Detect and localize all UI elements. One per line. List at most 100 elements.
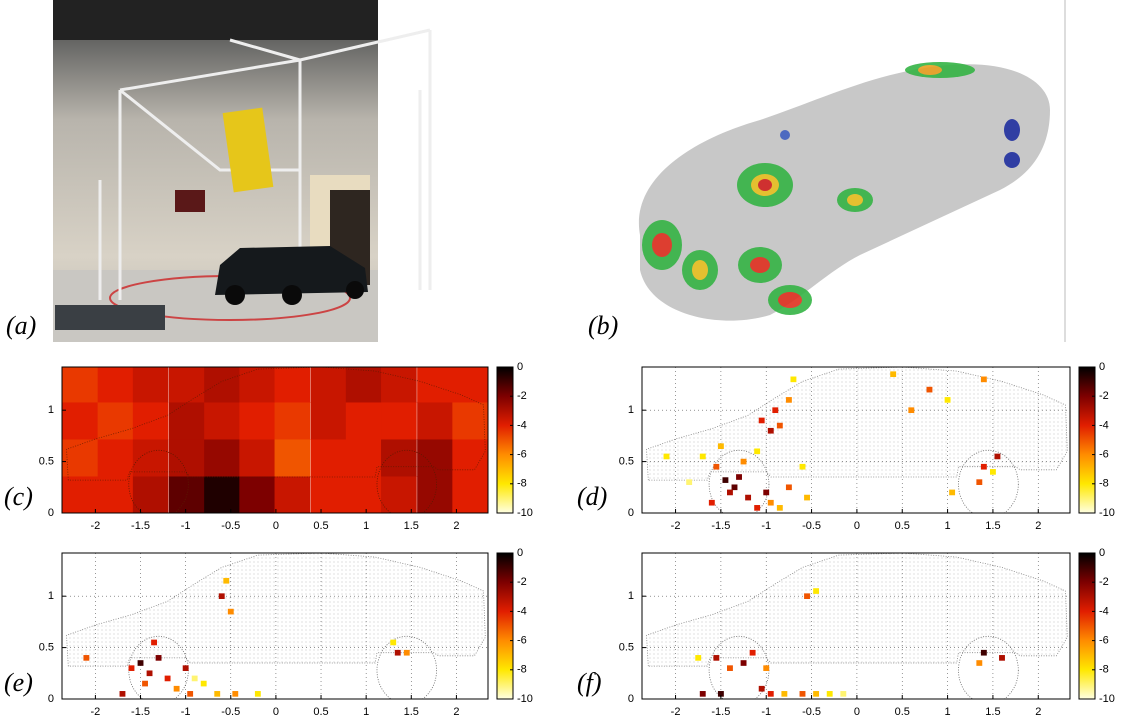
- heatmap-cell: [97, 401, 134, 440]
- source-cell: [745, 494, 752, 501]
- heatmap-cell: [381, 367, 417, 403]
- axes-frame: [641, 552, 1071, 700]
- x-tick-label: 2: [453, 706, 459, 718]
- source-cell: [926, 386, 933, 393]
- panel-label: (f): [577, 668, 602, 697]
- y-tick-label: 0.5: [39, 641, 54, 653]
- x-tick-label: 1.5: [404, 706, 419, 718]
- source-cell: [767, 499, 774, 506]
- x-tick-label: -0.5: [802, 706, 821, 718]
- source-cell: [717, 691, 724, 697]
- x-tick-label: -1: [761, 706, 771, 718]
- source-cell: [980, 376, 987, 383]
- source-cell: [394, 649, 401, 656]
- colorbar-tick-label: -10: [1099, 507, 1115, 519]
- heatmap-cell: [381, 438, 417, 477]
- y-tick-label: 0: [628, 507, 634, 519]
- surface-map: [638, 62, 1050, 321]
- source-cell: [813, 691, 820, 697]
- source-cell: [804, 494, 810, 501]
- chart: -2 -1.5 -1 -0.5 0 0.5 1 1.5 2 0 0.5 1 0 -2 -4 -6 -8 -10 (d…: [577, 361, 1115, 532]
- heatmap-cell: [204, 401, 240, 440]
- source-cell: [717, 443, 724, 449]
- wheel-outline: [958, 635, 1019, 699]
- source-cell: [137, 660, 144, 666]
- plot-area: [62, 553, 488, 699]
- heatmap-cell: [132, 367, 169, 403]
- x-tick-label: -1: [181, 520, 191, 532]
- axes-frame: [61, 366, 489, 514]
- heatmap-cell: [97, 475, 134, 513]
- source-cell: [200, 680, 207, 687]
- colorbar-tick-label: -10: [517, 693, 533, 705]
- photo: [53, 0, 432, 342]
- colorbar: [1078, 366, 1096, 514]
- heatmap-cell: [274, 438, 311, 477]
- heatmap-cell: [417, 401, 453, 440]
- colorbar-tick-label: -8: [517, 664, 527, 676]
- x-tick-label: -2: [91, 520, 101, 532]
- source-cell: [740, 660, 747, 666]
- colorbar-tick-label: -4: [517, 419, 527, 431]
- colorbar-tick-label: -2: [1099, 390, 1109, 402]
- source-cell: [799, 463, 806, 470]
- source-cell: [182, 665, 189, 671]
- heatmap-cell: [62, 438, 99, 477]
- source-cell: [799, 691, 806, 697]
- x-tick-label: 2: [1035, 520, 1041, 532]
- source-cell: [713, 463, 720, 470]
- x-tick-label: -0.5: [221, 706, 240, 718]
- source-cell: [146, 670, 153, 677]
- x-tick-label: -1.5: [711, 520, 730, 532]
- x-tick-label: -2: [671, 520, 681, 532]
- source-cell: [214, 691, 221, 697]
- source-cell: [944, 397, 951, 403]
- heatmap-cell: [452, 401, 488, 440]
- heatmap-cell: [168, 367, 205, 403]
- x-tick-label: -2: [671, 706, 681, 718]
- heatmap-cell: [381, 401, 417, 440]
- colorbar-tick-label: -8: [1099, 664, 1109, 676]
- source-cell: [232, 691, 239, 697]
- y-tick-label: 0.5: [619, 641, 634, 653]
- plot-area: [642, 553, 1070, 699]
- heatmap-cell: [132, 475, 169, 513]
- source-cell: [713, 655, 720, 661]
- colorbar-tick-label: -6: [1099, 449, 1109, 461]
- source-cell: [164, 675, 171, 682]
- source-cell: [173, 685, 180, 692]
- y-tick-label: 0: [48, 693, 54, 705]
- x-tick-label: 0.5: [313, 520, 328, 532]
- source-cell: [767, 691, 774, 697]
- colorbar-tick-label: -6: [1099, 635, 1109, 647]
- heatmap-cell: [345, 438, 382, 477]
- source-cell: [767, 427, 774, 434]
- wheel-outline: [376, 449, 437, 513]
- source-cell: [980, 649, 987, 656]
- y-tick-label: 1: [628, 404, 634, 416]
- colorbar-tick-label: -4: [1099, 605, 1109, 617]
- y-tick-label: 1: [48, 590, 54, 602]
- colorbar-tick-label: 0: [517, 547, 523, 559]
- heatmap-cell: [274, 401, 311, 440]
- x-tick-label: -1.5: [131, 706, 150, 718]
- y-tick-label: 0: [48, 507, 54, 519]
- heatmap-cell: [132, 401, 169, 440]
- colorbar-tick-label: 0: [1099, 361, 1105, 373]
- source-cell: [908, 407, 915, 414]
- source-cell: [699, 453, 706, 460]
- heatmap-cell: [204, 367, 240, 403]
- x-tick-label: -1.5: [131, 520, 150, 532]
- x-tick-label: 1.5: [404, 520, 419, 532]
- source-cell: [994, 453, 1001, 460]
- x-tick-label: -1.5: [711, 706, 730, 718]
- x-tick-label: -2: [91, 706, 101, 718]
- source-cell: [749, 649, 756, 656]
- heatmap-cell: [132, 438, 169, 477]
- heatmap-cell: [452, 475, 488, 513]
- heatmap-cell: [452, 438, 488, 477]
- source-cell: [736, 474, 742, 480]
- x-tick-label: 0.5: [313, 706, 328, 718]
